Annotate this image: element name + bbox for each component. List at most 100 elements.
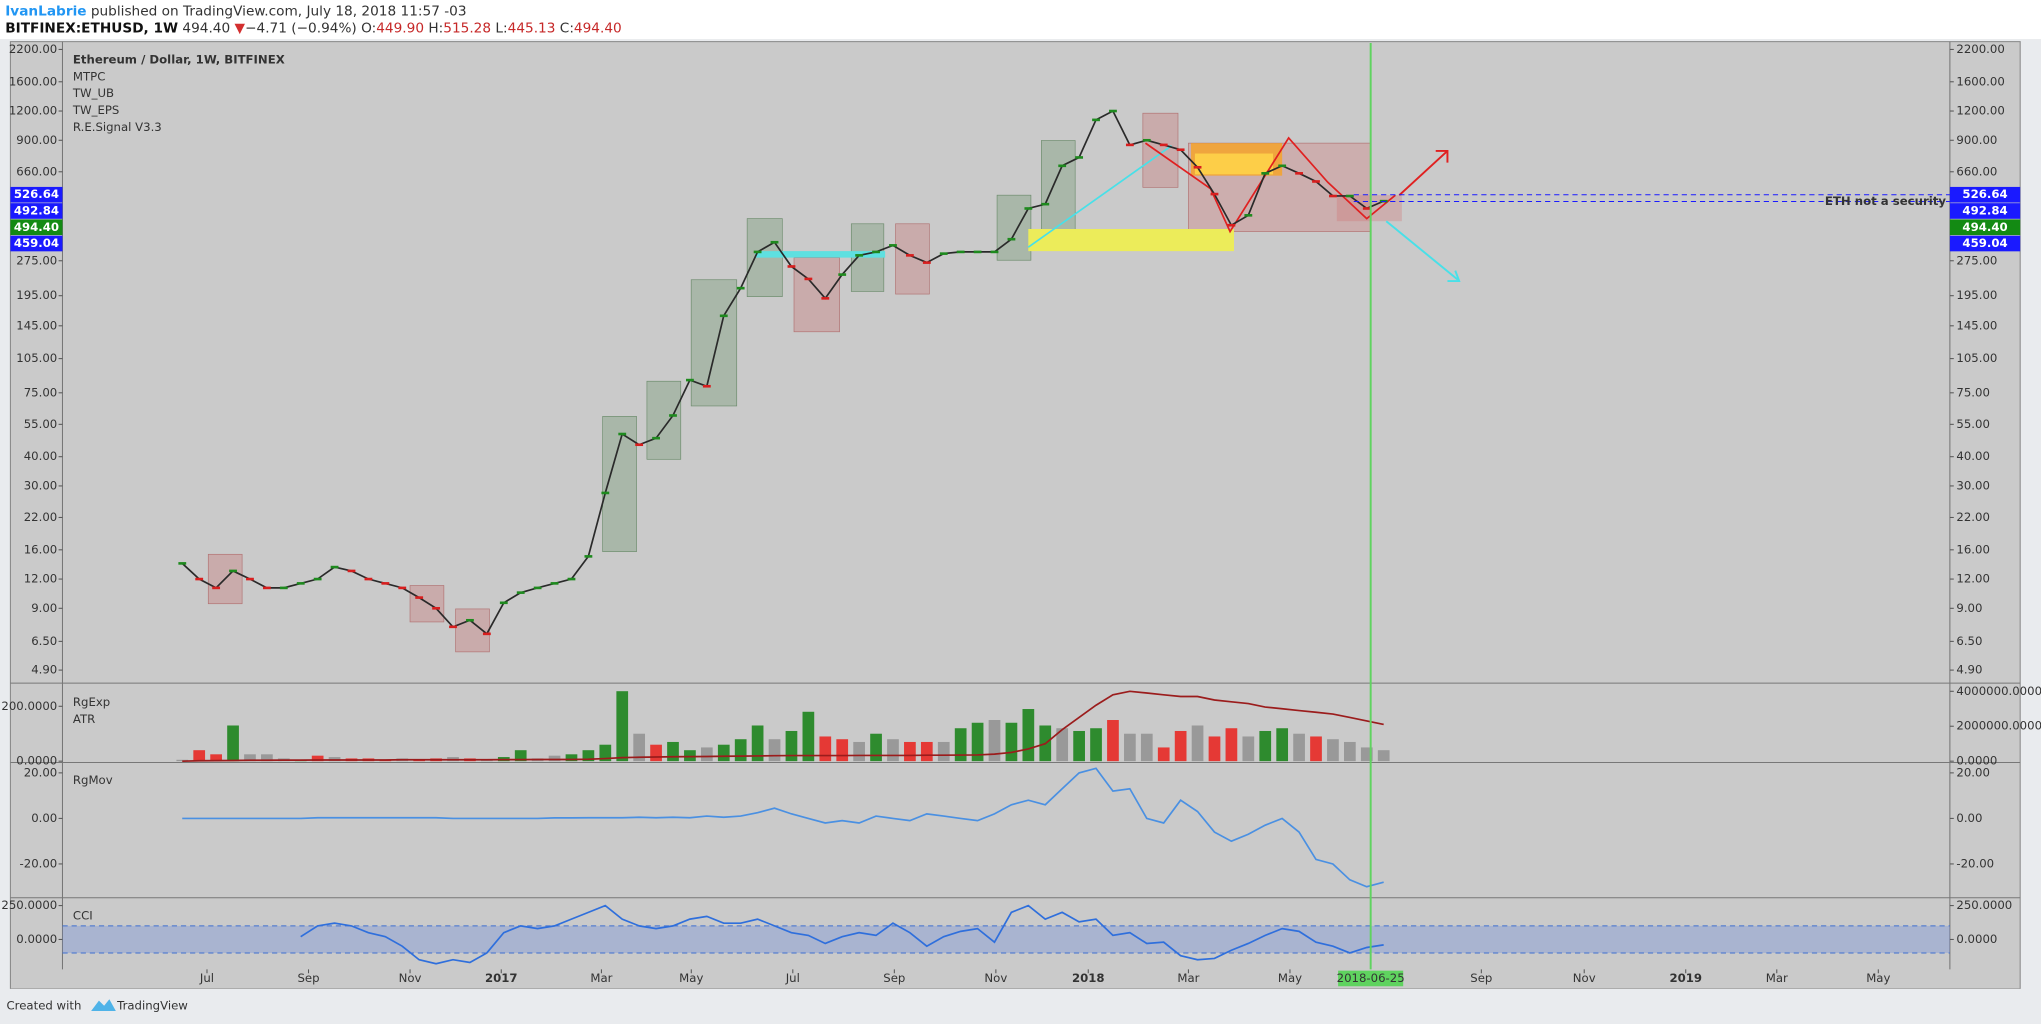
price-bar	[415, 596, 424, 599]
y-tick-label: 1200.00	[1956, 104, 2004, 118]
volume-bar	[684, 750, 696, 762]
price-bar	[381, 582, 390, 585]
y-tick-label: 2200.00	[1956, 42, 2004, 56]
volume-bar	[836, 739, 849, 762]
price-bar	[246, 577, 254, 581]
volume-bar	[1124, 733, 1136, 762]
y-tick-label: 12.00	[1956, 572, 1990, 586]
price-bar	[1176, 148, 1185, 152]
volume-bar	[1022, 709, 1035, 762]
price-label-box	[10, 235, 63, 252]
price-bar	[1007, 237, 1016, 241]
price-bar	[330, 565, 339, 569]
y-tick-label: 250.0000	[1, 898, 57, 912]
price-label: 459.04	[14, 236, 59, 250]
volume-bar	[650, 744, 662, 762]
volume-bar	[311, 755, 324, 762]
price-bar	[449, 625, 457, 629]
price-bar	[719, 314, 728, 318]
price-bar	[516, 591, 525, 594]
volume-bar	[514, 750, 527, 762]
price-bar	[973, 250, 982, 254]
price-bar	[313, 577, 322, 581]
price-bar	[584, 555, 593, 558]
y-tick-label: 0.00	[31, 811, 57, 825]
x-tick-label: Nov	[1573, 971, 1596, 985]
price-label: 526.64	[14, 187, 59, 201]
volume-bar	[802, 711, 815, 762]
cci-band	[62, 925, 1950, 953]
volume-bar	[1157, 747, 1170, 762]
price-label: 494.40	[14, 220, 59, 234]
price-label: 494.40	[1962, 220, 2007, 234]
volume-bar	[667, 741, 679, 762]
volume-bar	[853, 741, 865, 762]
y-tick-label: -20.00	[1956, 856, 1994, 870]
author[interactable]: IvanLabrie	[5, 4, 86, 20]
price-label-box	[10, 186, 63, 203]
y-tick-label: 55.00	[24, 417, 58, 431]
price-bar	[652, 436, 660, 440]
y-tick-label: 0.0000	[16, 932, 57, 946]
symbol-line: BITFINEX:ETHUSD, 1W 494.40 ▼−4.71 (−0.94…	[5, 21, 622, 37]
price-bar	[905, 254, 914, 257]
volume-bar	[1140, 733, 1153, 762]
volume-bar	[1056, 728, 1069, 762]
annotation: ETH not a security	[1825, 194, 1946, 208]
price-bar	[262, 586, 271, 590]
arrow: ▼	[235, 21, 246, 37]
price-bar	[364, 577, 373, 581]
price-label: 526.64	[1962, 187, 2007, 201]
y-tick-label: 900.00	[1956, 133, 1997, 147]
change: −4.71 (−0.94%)	[245, 21, 357, 37]
y-tick-label: 9.00	[31, 601, 57, 615]
volume-bar	[1293, 733, 1305, 762]
volume-bar	[819, 736, 832, 762]
y-tick-label: 40.00	[24, 449, 58, 463]
x-tick-label: Nov	[399, 971, 422, 985]
price-bar	[1210, 192, 1219, 196]
price-bar	[889, 244, 897, 247]
volume-bar	[971, 722, 984, 762]
price-bar	[770, 240, 779, 244]
footer-bg	[0, 988, 2041, 1024]
volume-bar	[1343, 741, 1356, 762]
price-bar	[736, 286, 745, 290]
logo	[91, 999, 116, 1011]
price-bar	[178, 562, 187, 565]
volume-bar	[937, 741, 950, 762]
price-bar	[838, 273, 847, 276]
price-bar	[922, 261, 931, 264]
footer-brand[interactable]: TradingView	[116, 998, 188, 1012]
close: 494.40	[574, 21, 622, 37]
price-bar	[195, 577, 204, 581]
volume-bar	[870, 733, 882, 762]
price-bar	[212, 586, 221, 590]
price-bar	[753, 250, 762, 254]
o-label: O:	[361, 21, 376, 37]
price-bar	[618, 432, 627, 436]
c-label: C:	[560, 21, 574, 37]
price-bar	[1312, 180, 1320, 183]
y-tick-label: 75.00	[24, 385, 58, 399]
y-tick-label: 40.00	[1956, 449, 1990, 463]
y-tick-label: 20.00	[24, 765, 58, 779]
publish-line: IvanLabrie published on TradingView.com,…	[5, 4, 466, 20]
x-tick-label: Nov	[984, 971, 1007, 985]
price-bar	[1227, 223, 1236, 227]
price-bar	[296, 582, 305, 585]
y-tick-label: 105.00	[1956, 351, 1997, 365]
volume-bar	[785, 730, 798, 762]
volume-bar	[1327, 739, 1339, 762]
volume-bar	[920, 741, 933, 762]
volume-bar	[734, 739, 747, 762]
price-bar	[1362, 207, 1371, 210]
price-label-box	[1949, 219, 2021, 236]
y-tick-label: 6.50	[31, 634, 57, 648]
volume-bar	[1276, 728, 1289, 762]
volume-bar	[210, 754, 222, 762]
volume-bar	[717, 744, 730, 762]
legend-label: RgMov	[73, 773, 113, 787]
price-bar	[601, 491, 610, 495]
